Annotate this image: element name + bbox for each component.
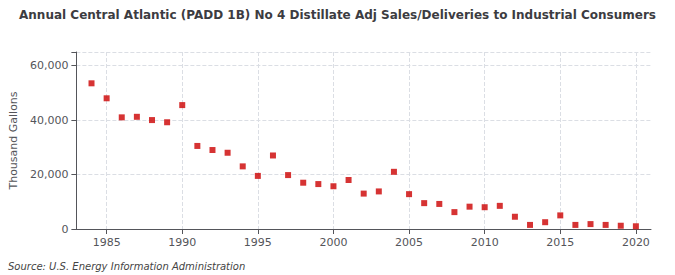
svg-text:20,000: 20,000: [30, 168, 69, 181]
svg-text:60,000: 60,000: [30, 59, 69, 72]
svg-text:1985: 1985: [93, 236, 121, 249]
svg-text:2020: 2020: [622, 236, 650, 249]
svg-text:Source: U.S. Energy Informatio: Source: U.S. Energy Information Administ…: [8, 261, 245, 272]
svg-text:0: 0: [61, 223, 68, 236]
svg-text:Thousand Gallons: Thousand Gallons: [7, 91, 20, 190]
svg-text:Annual Central Atlantic (PADD: Annual Central Atlantic (PADD 1B) No 4 D…: [19, 8, 656, 22]
svg-text:1990: 1990: [168, 236, 196, 249]
svg-text:2000: 2000: [319, 236, 347, 249]
svg-text:2010: 2010: [471, 236, 499, 249]
svg-text:1995: 1995: [244, 236, 272, 249]
svg-text:40,000: 40,000: [30, 114, 69, 127]
svg-text:2015: 2015: [546, 236, 574, 249]
svg-text:2005: 2005: [395, 236, 423, 249]
